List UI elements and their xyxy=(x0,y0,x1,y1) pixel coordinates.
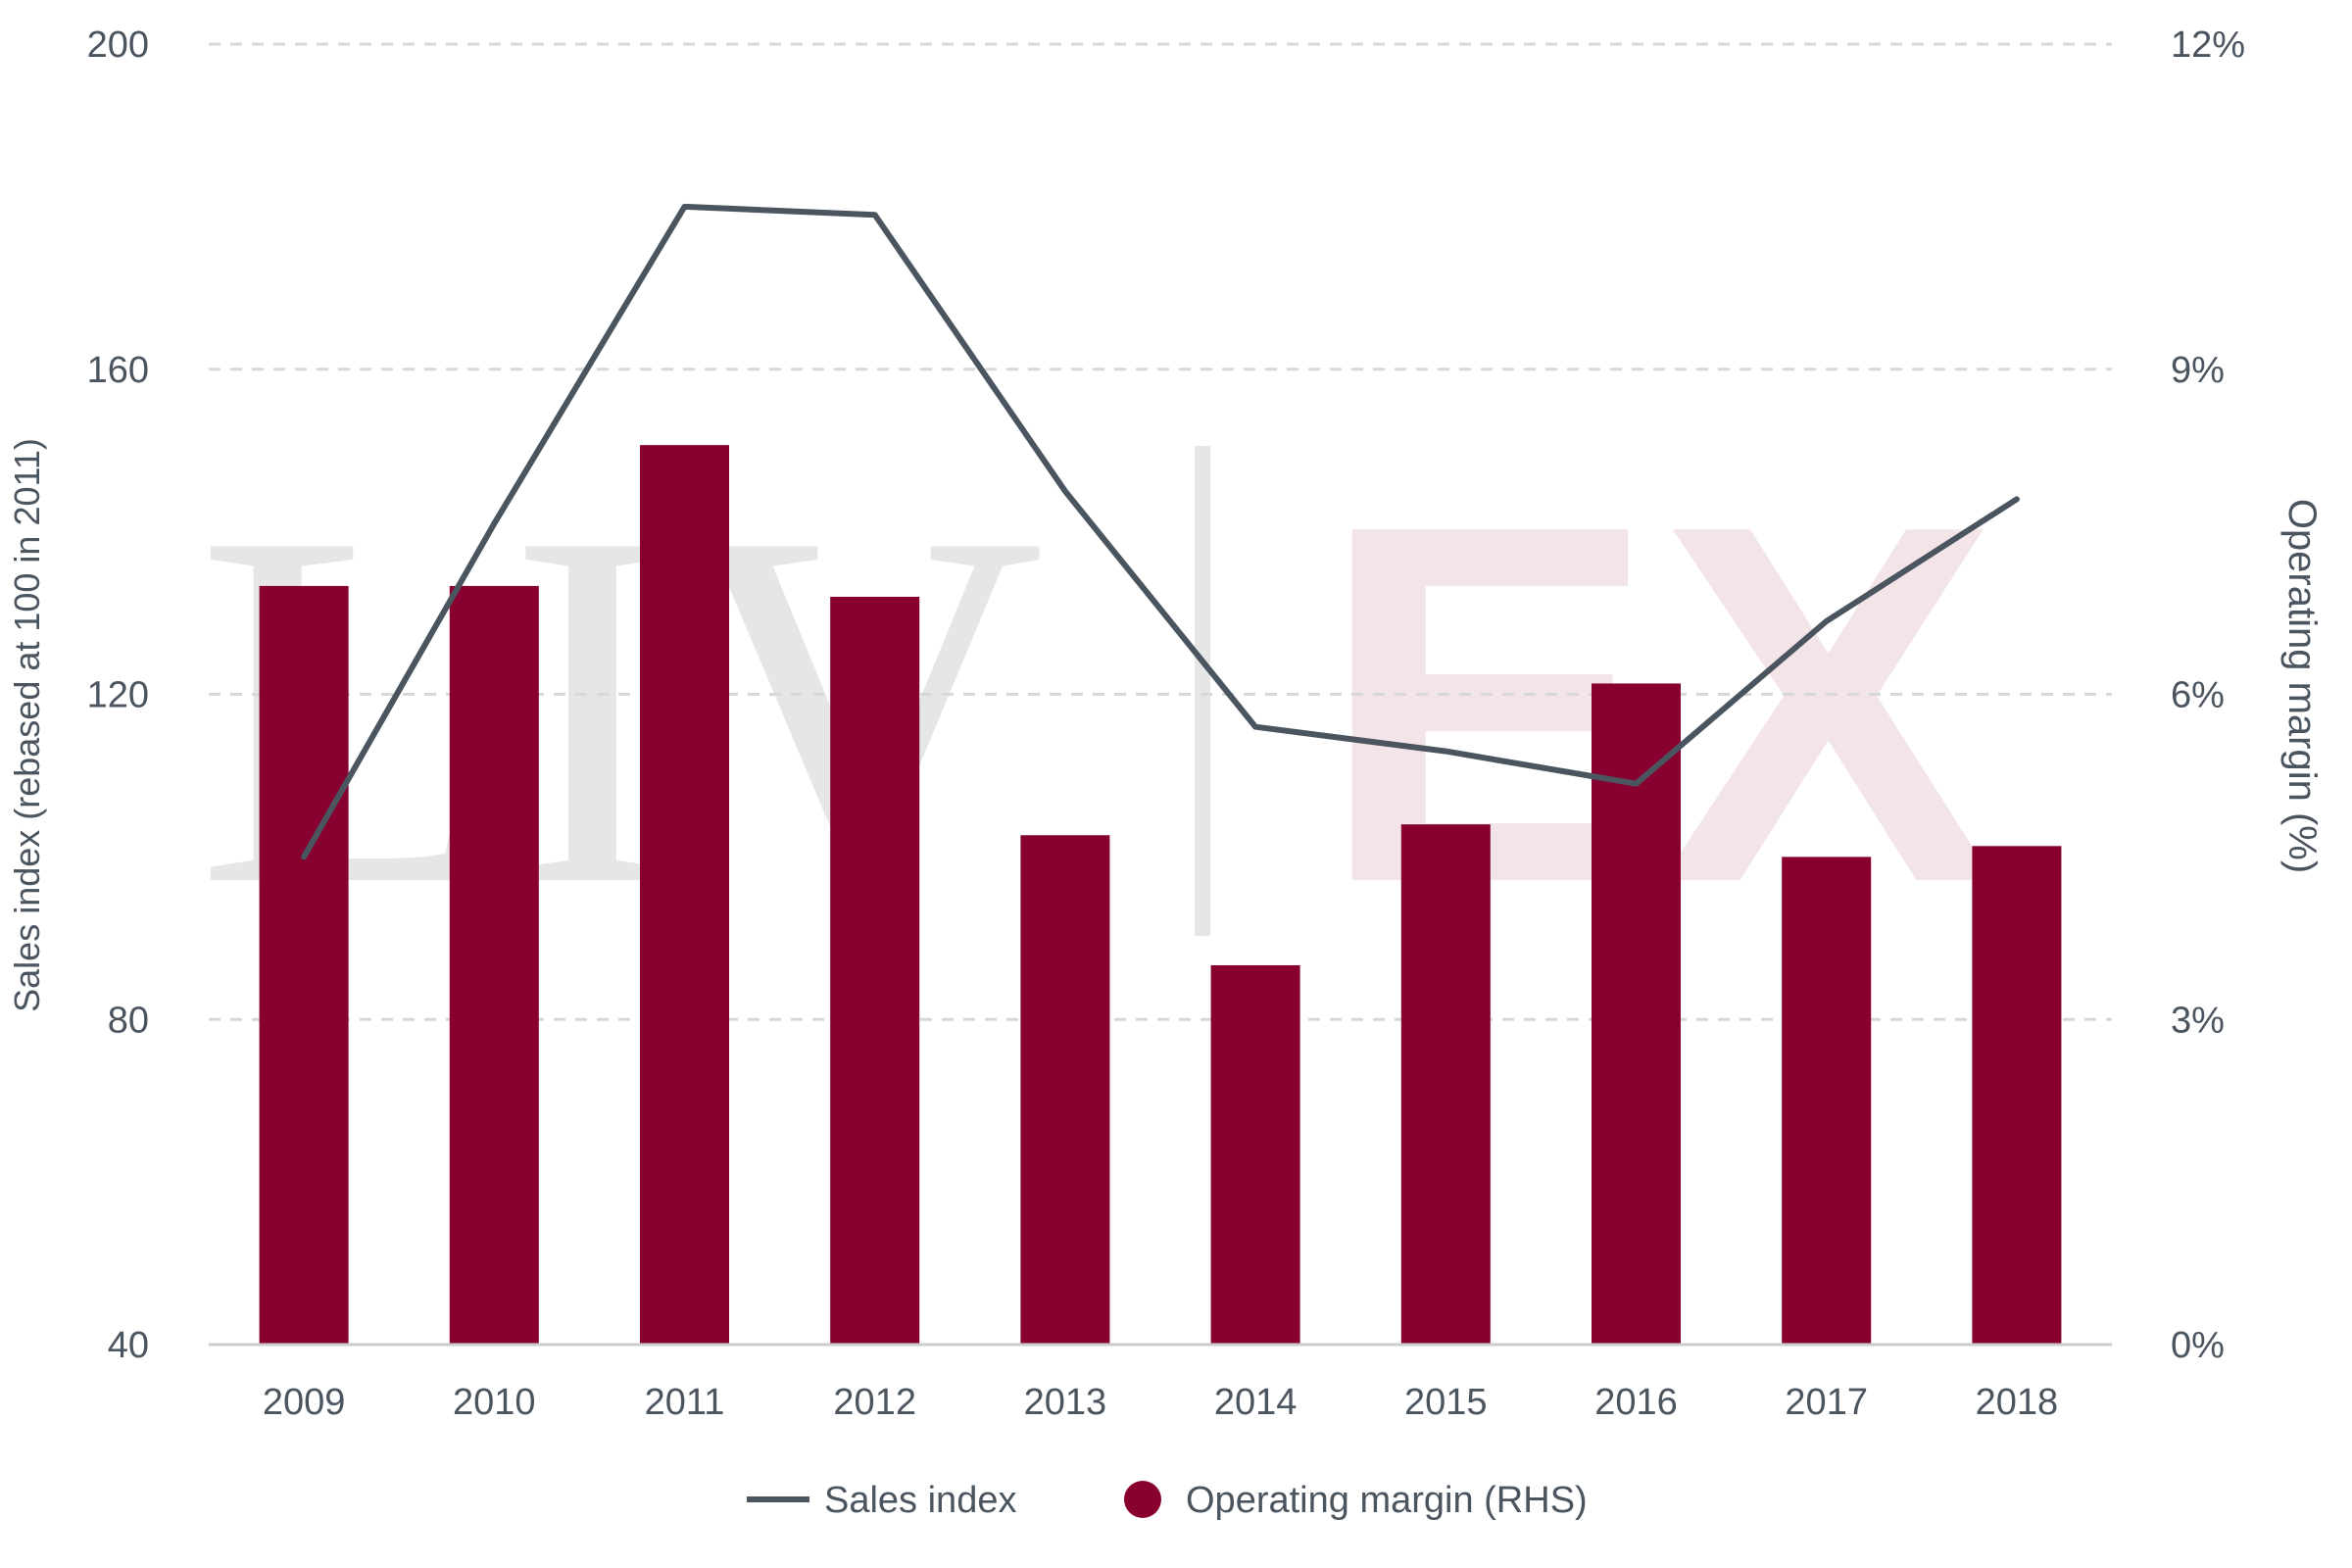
bar-2009 xyxy=(259,585,349,1345)
y-tick-left: 40 xyxy=(108,1325,149,1366)
bar-2012 xyxy=(830,596,920,1345)
x-tick-label: 2018 xyxy=(1976,1382,2059,1423)
y-tick-right: 12% xyxy=(2171,24,2245,66)
bar-2018 xyxy=(1972,846,2062,1345)
y-axis-right-title: Operating margin (%) xyxy=(2280,499,2324,873)
legend-dot-swatch xyxy=(1124,1481,1161,1518)
y-tick-right: 6% xyxy=(2171,675,2225,716)
y-tick-left: 80 xyxy=(108,1000,149,1041)
x-tick-label: 2017 xyxy=(1785,1382,1868,1423)
x-axis-ticks: 2009 2010 2011 2012 2013 2014 2015 2016 2017 2018 xyxy=(263,1382,2058,1423)
y-tick-right: 3% xyxy=(2171,1000,2225,1041)
x-tick-label: 2015 xyxy=(1404,1382,1488,1423)
bar-2013 xyxy=(1020,835,1110,1345)
bar-2010 xyxy=(449,585,539,1345)
x-tick-label: 2009 xyxy=(263,1382,346,1423)
y-axis-left-ticks: 40 80 120 160 200 xyxy=(87,24,149,1366)
bar-2015 xyxy=(1400,824,1491,1345)
y-tick-right: 0% xyxy=(2171,1325,2225,1366)
y-tick-left: 120 xyxy=(87,675,149,716)
x-tick-label: 2016 xyxy=(1594,1382,1678,1423)
legend-label-sales-index: Sales index xyxy=(824,1480,1016,1521)
gridlines xyxy=(209,42,2112,1021)
legend: Sales index Operating margin (RHS) xyxy=(747,1480,1588,1521)
bar-2016 xyxy=(1592,683,1681,1345)
y-axis-left-title: Sales index (rebased at 100 in 2011) xyxy=(7,438,47,1012)
x-tick-label: 2010 xyxy=(453,1382,536,1423)
x-tick-label: 2013 xyxy=(1024,1382,1107,1423)
bar-2017 xyxy=(1782,857,1872,1345)
y-tick-left: 160 xyxy=(87,350,149,391)
watermark-divider xyxy=(1195,446,1210,936)
y-axis-right-ticks: 0% 3% 6% 9% 12% xyxy=(2171,24,2245,1366)
legend-label-operating-margin: Operating margin (RHS) xyxy=(1186,1480,1588,1521)
line-series xyxy=(301,203,2020,860)
x-tick-label: 2012 xyxy=(833,1382,916,1423)
y-tick-right: 9% xyxy=(2171,350,2225,391)
bar-series xyxy=(259,445,2062,1345)
x-tick-label: 2011 xyxy=(645,1382,725,1423)
sales-index-line xyxy=(301,203,2020,860)
y-tick-left: 200 xyxy=(87,24,149,66)
x-tick-label: 2014 xyxy=(1214,1382,1298,1423)
bar-2014 xyxy=(1210,964,1300,1345)
bar-2011 xyxy=(640,445,729,1345)
